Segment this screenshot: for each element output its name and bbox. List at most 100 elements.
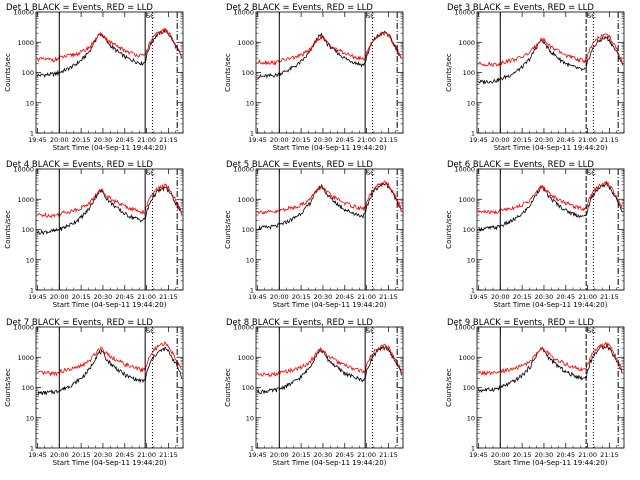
lld-series-line (257, 31, 402, 66)
y-tick-label: 100 (22, 226, 34, 234)
x-tick-label: 20:00 (270, 451, 289, 459)
y-tick-label: 1 (471, 130, 475, 138)
y-tick-label: 10000 (13, 166, 34, 174)
x-tick-label: 21:15 (600, 293, 619, 301)
x-tick-label: 19:45 (248, 451, 267, 459)
x-tick-label: 20:00 (50, 136, 69, 144)
panel-title: Det 1 BLACK = Events, RED = LLD (6, 3, 153, 13)
x-tick-label: 20:15 (292, 136, 311, 144)
x-tick-label: 20:45 (556, 451, 575, 459)
x-tick-label: 20:30 (314, 451, 333, 459)
x-tick-label: 20:00 (270, 293, 289, 301)
y-tick-label: 100 (463, 226, 475, 234)
y-tick-label: 1 (471, 445, 475, 453)
y-tick-label: 1 (30, 445, 34, 453)
x-tick-label: 20:30 (314, 136, 333, 144)
sc-marker-glyph: SC (366, 327, 375, 335)
x-tick-label: 21:00 (357, 293, 376, 301)
x-tick-label: 20:45 (335, 293, 354, 301)
sc-marker-glyph: SC (366, 12, 375, 20)
sc-marker-glyph: SC (146, 169, 155, 177)
x-tick-label: 19:45 (248, 136, 267, 144)
y-axis-label: Counts/sec (445, 210, 453, 249)
sc-marker-glyph: SC (146, 12, 155, 20)
y-axis-label: Counts/sec (4, 210, 12, 249)
x-axis-label: Start Time (04-Sep-11 19:44:20) (494, 459, 608, 467)
x-tick-label: 21:15 (379, 136, 398, 144)
lld-series-line (37, 341, 182, 377)
x-tick-label: 20:00 (270, 136, 289, 144)
x-tick-label: 21:00 (578, 451, 597, 459)
y-tick-label: 10000 (233, 9, 254, 17)
x-tick-label: 20:45 (335, 136, 354, 144)
x-tick-label: 20:00 (491, 451, 510, 459)
x-tick-label: 21:15 (159, 293, 178, 301)
x-tick-label: 21:15 (159, 136, 178, 144)
x-tick-label: 20:30 (94, 136, 113, 144)
x-tick-label: 21:15 (159, 451, 178, 459)
x-axis-label: Start Time (04-Sep-11 19:44:20) (53, 144, 167, 152)
lld-series-line (257, 180, 402, 215)
plot-frame (35, 326, 184, 449)
y-tick-label: 10 (26, 256, 34, 264)
panel-title: Det 4 BLACK = Events, RED = LLD (6, 160, 153, 170)
x-tick-label: 21:15 (379, 293, 398, 301)
panel-title: Det 7 BLACK = Events, RED = LLD (6, 318, 153, 328)
y-tick-label: 1000 (237, 39, 254, 47)
x-tick-label: 20:45 (115, 293, 134, 301)
x-axis-label: Start Time (04-Sep-11 19:44:20) (273, 144, 387, 152)
y-tick-label: 100 (242, 69, 254, 77)
x-tick-label: 20:15 (292, 451, 311, 459)
x-tick-label: 19:45 (28, 451, 47, 459)
x-tick-label: 20:45 (115, 136, 134, 144)
x-tick-label: 20:00 (50, 451, 69, 459)
x-tick-label: 19:45 (469, 451, 488, 459)
x-tick-label: 20:30 (535, 293, 554, 301)
x-tick-label: 21:00 (137, 451, 156, 459)
x-axis-label: Start Time (04-Sep-11 19:44:20) (494, 144, 608, 152)
lld-series-line (478, 180, 623, 215)
y-tick-label: 1000 (17, 354, 34, 362)
x-axis-label: Start Time (04-Sep-11 19:44:20) (494, 301, 608, 309)
y-tick-label: 10 (467, 256, 475, 264)
y-tick-label: 1000 (237, 354, 254, 362)
lld-series-line (478, 33, 623, 68)
y-tick-label: 10000 (454, 166, 475, 174)
events-series-line (478, 35, 623, 85)
panel-det-2: Det 2 BLACK = Events, RED = LLD 1 10 100 100… (224, 3, 404, 152)
x-tick-label: 20:15 (513, 451, 532, 459)
y-tick-label: 100 (463, 69, 475, 77)
panel-det-1: Det 1 BLACK = Events, RED = LLD 1 10 100 100… (4, 3, 184, 152)
x-tick-label: 19:45 (469, 293, 488, 301)
x-axis-label: Start Time (04-Sep-11 19:44:20) (53, 459, 167, 467)
x-axis-label: Start Time (04-Sep-11 19:44:20) (53, 301, 167, 309)
events-series-line (257, 182, 402, 231)
plot-frame (255, 11, 404, 134)
panel-det-9: Det 9 BLACK = Events, RED = LLD 1 10 100 100… (445, 318, 625, 467)
y-tick-label: 1000 (237, 196, 254, 204)
x-tick-label: 20:00 (50, 293, 69, 301)
x-tick-label: 21:00 (357, 136, 376, 144)
x-tick-label: 20:00 (491, 136, 510, 144)
x-tick-label: 20:30 (94, 451, 113, 459)
x-tick-label: 21:00 (137, 136, 156, 144)
y-tick-label: 1 (250, 130, 254, 138)
events-series-line (37, 28, 182, 79)
x-tick-label: 20:30 (535, 451, 554, 459)
y-tick-label: 1 (250, 445, 254, 453)
y-tick-label: 1000 (17, 39, 34, 47)
panel-det-8: Det 8 BLACK = Events, RED = LLD 1 10 100 100… (224, 318, 404, 467)
sc-marker-glyph: SC (587, 169, 596, 177)
panel-det-5: Det 5 BLACK = Events, RED = LLD 1 10 100 100… (224, 160, 404, 309)
x-tick-label: 21:00 (137, 293, 156, 301)
y-tick-label: 10000 (454, 324, 475, 332)
x-tick-label: 21:15 (379, 451, 398, 459)
y-tick-label: 10 (467, 99, 475, 107)
y-axis-label: Counts/sec (224, 368, 232, 407)
x-axis-label: Start Time (04-Sep-11 19:44:20) (273, 459, 387, 467)
y-tick-label: 10 (467, 414, 475, 422)
plot-frame (476, 168, 625, 291)
y-axis-label: Counts/sec (445, 368, 453, 407)
y-tick-label: 10 (246, 99, 254, 107)
